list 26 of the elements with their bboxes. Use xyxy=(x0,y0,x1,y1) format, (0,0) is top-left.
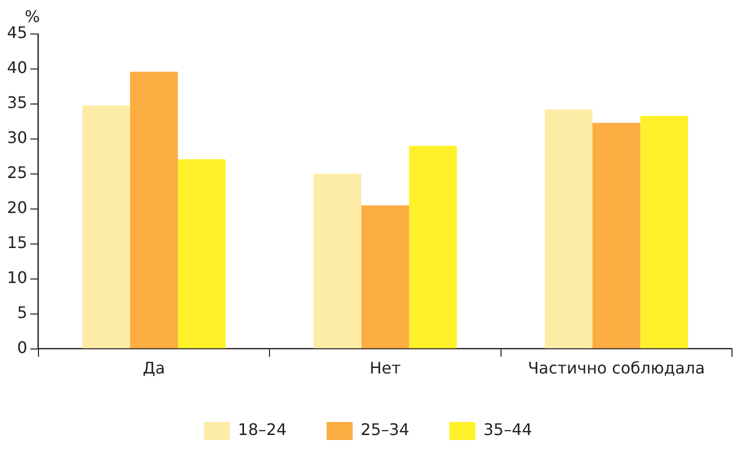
legend-label: 25–34 xyxy=(360,420,410,440)
legend-label: 18–24 xyxy=(238,420,287,440)
x-tick-label: Да xyxy=(142,358,166,378)
bar xyxy=(640,116,688,348)
x-tick-label: Частично соблюдала xyxy=(528,358,705,378)
y-tick-label: 5 xyxy=(17,302,28,322)
y-tick-label: 20 xyxy=(7,198,28,218)
y-tick-label: 35 xyxy=(7,93,28,112)
y-tick-label: 15 xyxy=(7,233,28,252)
y-tick-label: 30 xyxy=(7,128,28,148)
y-tick-label: 25 xyxy=(7,163,28,182)
bar xyxy=(409,146,457,348)
bar xyxy=(130,72,178,348)
legend-label: 35–44 xyxy=(483,420,532,440)
bar xyxy=(592,122,640,348)
bar xyxy=(178,159,226,348)
y-tick-label: 0 xyxy=(17,338,28,357)
bar xyxy=(314,174,362,348)
y-tick-label: 45 xyxy=(7,23,28,42)
bar xyxy=(82,105,130,348)
y-tick-label: 40 xyxy=(7,58,28,78)
bar xyxy=(361,205,410,348)
bar xyxy=(544,110,592,348)
y-axis-title: % xyxy=(24,7,40,26)
x-tick-label: Нет xyxy=(370,358,401,378)
y-tick-label: 10 xyxy=(7,268,28,287)
